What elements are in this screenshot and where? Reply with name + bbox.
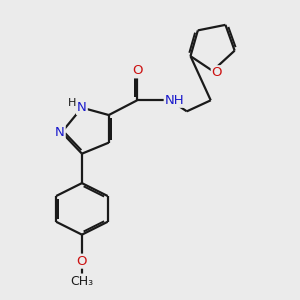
Text: O: O xyxy=(132,64,142,77)
Text: H: H xyxy=(68,98,76,108)
Text: O: O xyxy=(77,255,87,268)
Text: NH: NH xyxy=(165,94,184,107)
Text: N: N xyxy=(77,101,87,114)
Text: CH₃: CH₃ xyxy=(70,274,94,287)
Text: N: N xyxy=(55,126,65,139)
Text: O: O xyxy=(212,66,222,79)
